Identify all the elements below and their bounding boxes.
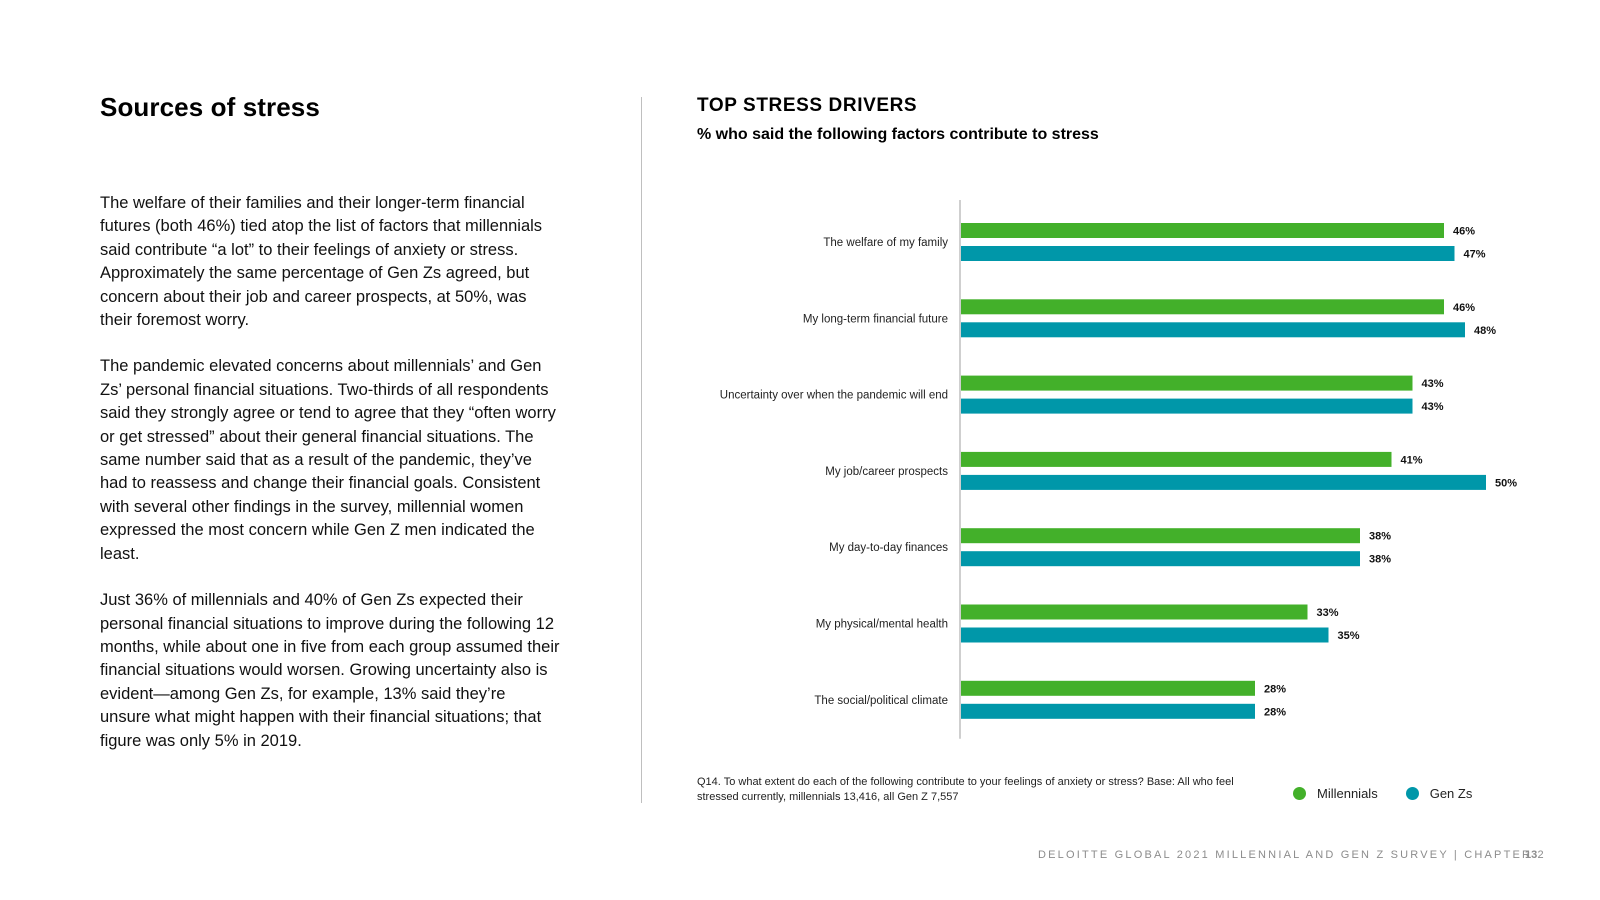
category-label: Uncertainty over when the pandemic will … [720,390,948,402]
category-label: My day-to-day finances [829,542,948,554]
data-label: 43% [1422,378,1444,390]
bar-millennials [961,223,1444,238]
paragraph: Just 36% of millennials and 40% of Gen Z… [100,591,560,750]
page-number: 13 [1525,849,1538,861]
bar-millennials [961,375,1413,391]
data-label: 50% [1495,477,1517,489]
page-title: Sources of stress [100,92,320,122]
category-label: The social/political climate [814,695,948,707]
column-divider [641,97,642,803]
bar-gen-zs [961,474,1486,490]
legend-label: Millennials [1317,786,1378,801]
category-label: My long-term financial future [803,313,948,325]
report-footer: DELOITTE GLOBAL 2021 MILLENNIAL AND GEN … [1038,849,1546,861]
data-label: 33% [1317,607,1339,619]
data-label: 46% [1453,302,1475,314]
body-text: The welfare of their families and their … [100,192,560,776]
chart-title: TOP STRESS DRIVERS [697,95,918,116]
bar-millennials [961,451,1392,467]
category-label: My physical/mental health [816,619,948,631]
legend-item-gen-zs: Gen Zs [1405,786,1473,801]
bar-gen-zs [961,246,1455,261]
bar-millennials [961,299,1444,315]
bar-millennials [961,680,1255,696]
bar-gen-zs [961,627,1329,643]
data-label: 38% [1369,554,1391,566]
data-label: 41% [1401,454,1423,466]
survey-footnote: Q14. To what extent do each of the follo… [697,776,1234,803]
bar-millennials [961,528,1360,544]
bar-gen-zs [961,551,1360,567]
data-label: 38% [1369,531,1391,543]
paragraph: The welfare of their families and their … [100,194,543,330]
data-label: 46% [1453,226,1475,238]
bar-gen-zs [961,703,1255,719]
data-label: 28% [1264,706,1286,718]
category-label: My job/career prospects [825,466,948,478]
bar-gen-zs [961,322,1465,338]
stress-drivers-bar-chart: The welfare of my family 46% 47% My long-te… [720,200,1517,739]
bar-millennials [961,604,1308,620]
data-label: 28% [1264,683,1286,695]
legend-item-millennials: Millennials [1293,786,1378,801]
legend-swatch [1293,787,1306,800]
data-label: 47% [1464,249,1486,261]
legend-label: Gen Zs [1429,786,1473,801]
data-label: 43% [1422,401,1444,413]
bar-gen-zs [961,398,1413,414]
data-label: 48% [1474,325,1496,337]
legend-swatch [1405,787,1419,800]
data-label: 35% [1338,630,1360,642]
chart-legend: Millennials Gen Zs [1293,786,1500,801]
chart-subtitle: % who said the following factors contrib… [697,126,1099,143]
category-label: The welfare of my family [823,237,948,249]
paragraph: The pandemic elevated concerns about mil… [100,357,556,563]
